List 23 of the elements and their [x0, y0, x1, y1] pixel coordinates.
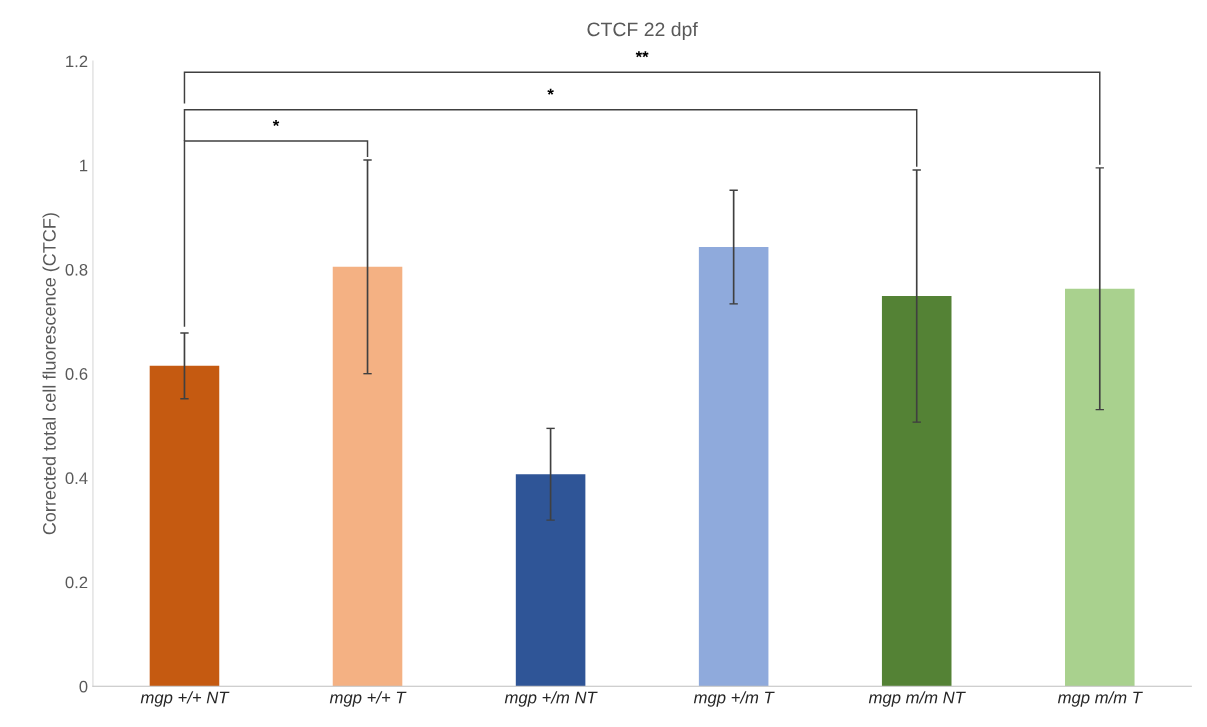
y-tick-label: 0.8	[65, 263, 88, 276]
bar	[1065, 288, 1135, 687]
chart-title: CTCF 22 dpf	[587, 21, 698, 41]
text: **	[635, 51, 649, 58]
x-tick-label: mgp +/m NT	[504, 691, 598, 707]
y-tick-label: 0.2	[65, 576, 88, 589]
y-tick-label: 0.6	[65, 368, 88, 380]
x-tick-label: mgp +/+ T	[329, 691, 407, 707]
x-tick-label: mgp +/+ NT	[140, 691, 230, 707]
annotation: *	[272, 119, 280, 127]
bar	[881, 296, 952, 687]
x-tick-label: mgp m/m T	[1057, 691, 1143, 707]
bar	[698, 247, 769, 687]
y-tick-label: 0	[79, 680, 88, 693]
y-tick-label: 1	[80, 159, 88, 172]
y-axis-title: Corrected total cell fluorescence (CTCF)	[42, 213, 60, 535]
bar	[515, 474, 586, 687]
x-tick-label: mgp +/m T	[693, 691, 775, 707]
bar	[149, 365, 220, 687]
annotation: *	[547, 88, 554, 95]
y-tick-label: 1.2	[66, 55, 88, 68]
y-tick-label: 0.4	[65, 472, 88, 485]
x-tick-label: mgp m/m NT	[868, 691, 966, 707]
